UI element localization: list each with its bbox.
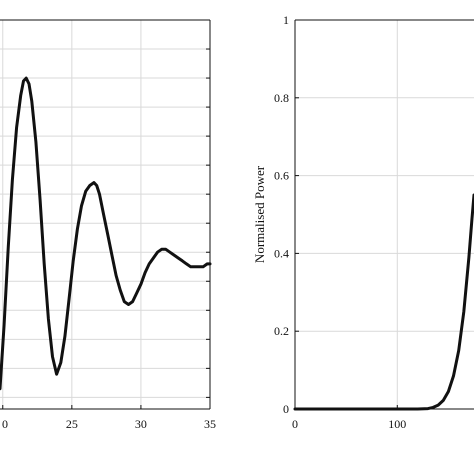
left-x-tick-label: 0 <box>2 417 8 431</box>
right-y-tick-label: 0.2 <box>274 324 289 338</box>
right-y-tick-label: 0.4 <box>274 246 289 260</box>
left-x-tick-label: 30 <box>135 417 147 431</box>
left-series-line <box>0 76 212 391</box>
left-chart-panel: 0 25 30 35 <box>0 19 216 431</box>
right-y-tick-label: 0.6 <box>274 169 289 183</box>
right-y-axis-label: Normalised Power <box>252 165 267 263</box>
left-x-tick-label: 25 <box>66 417 78 431</box>
right-y-tick-label: 0 <box>283 402 289 416</box>
right-series-line <box>293 193 474 411</box>
right-y-tick-label: 1 <box>283 13 289 27</box>
left-x-tick-label: 35 <box>204 417 216 431</box>
right-x-tick-label: 100 <box>388 417 406 431</box>
right-chart-panel: 0 0.2 0.4 0.6 0.8 1 0 100 Normalised Power <box>252 13 474 431</box>
right-x-tick-label: 0 <box>292 417 298 431</box>
right-y-tick-label: 0.8 <box>274 91 289 105</box>
